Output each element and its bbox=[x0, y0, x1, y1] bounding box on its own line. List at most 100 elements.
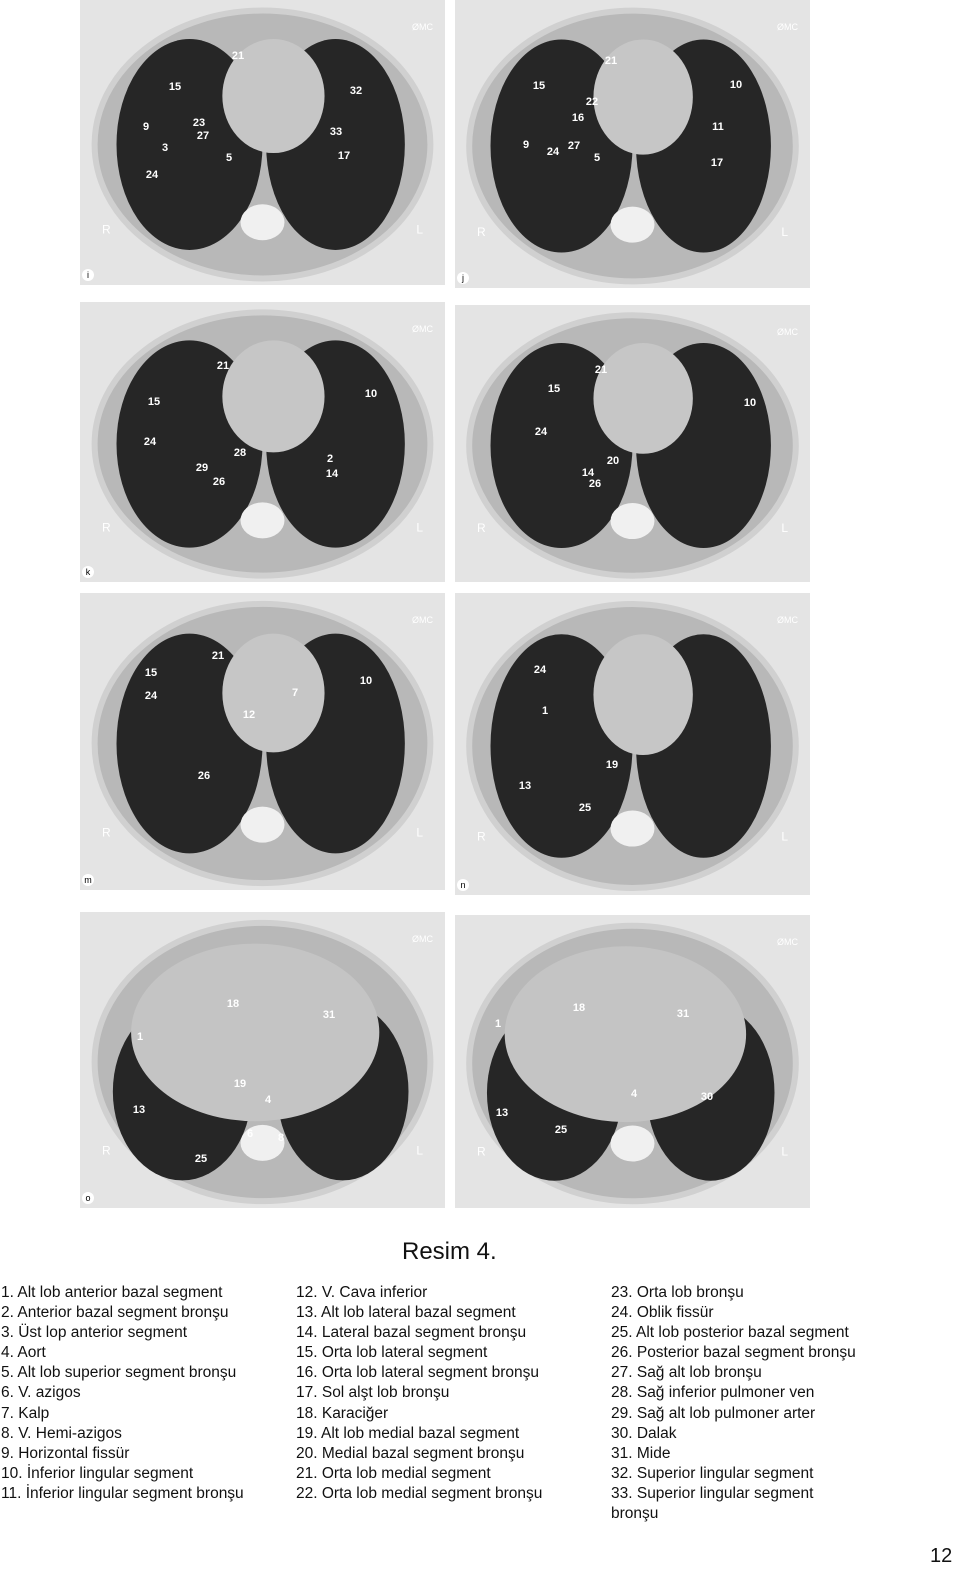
structure-label: 14 bbox=[326, 468, 339, 480]
structure-label: 6 bbox=[247, 1128, 253, 1140]
heart bbox=[222, 340, 325, 453]
structure-label: 20 bbox=[607, 455, 619, 467]
legend-item: 21. Orta lob medial segment bbox=[296, 1464, 491, 1482]
legend-item: 7. Kalp bbox=[1, 1404, 50, 1422]
structure-label: 13 bbox=[496, 1107, 508, 1119]
structure-label: 24 bbox=[547, 146, 560, 158]
legend-item: 13. Alt lob lateral bazal segment bbox=[296, 1304, 516, 1322]
structure-label: 3 bbox=[162, 142, 168, 154]
panel-letter-badge bbox=[82, 874, 94, 886]
spine bbox=[610, 503, 655, 540]
panel-letter: i bbox=[87, 270, 89, 280]
heart bbox=[593, 634, 693, 756]
structure-label: 24 bbox=[145, 690, 158, 702]
stamp: ØMC bbox=[412, 615, 433, 625]
spine bbox=[610, 1125, 655, 1162]
legend-item: 8. V. Hemi-azigos bbox=[1, 1424, 122, 1442]
structure-label: 2 bbox=[327, 453, 333, 465]
panel-letter-badge bbox=[82, 1192, 94, 1204]
structure-label: 10 bbox=[365, 388, 377, 400]
page-number: 12 bbox=[930, 1545, 953, 1567]
panel-letter: o bbox=[85, 1193, 90, 1203]
stamp: ØMC bbox=[777, 327, 798, 337]
structure-label: 24 bbox=[146, 169, 159, 181]
structure-label: 4 bbox=[631, 1088, 638, 1100]
side-label: L bbox=[781, 225, 788, 239]
structure-label: 15 bbox=[169, 81, 181, 93]
structure-label: 21 bbox=[232, 50, 244, 62]
panel-letter: j bbox=[461, 273, 464, 283]
structure-label: 13 bbox=[519, 780, 531, 792]
liver bbox=[504, 946, 747, 1123]
structure-label: 1 bbox=[495, 1018, 501, 1030]
legend-item: 14. Lateral bazal segment bronşu bbox=[296, 1324, 527, 1342]
legend-item: 6. V. azigos bbox=[1, 1384, 81, 1402]
structure-label: 21 bbox=[217, 360, 229, 372]
side-label: R bbox=[102, 826, 111, 840]
panel-letter: k bbox=[86, 567, 91, 577]
legend-item: 22. Orta lob medial segment bronşu bbox=[296, 1484, 543, 1502]
structure-label: 24 bbox=[144, 436, 157, 448]
panel-letter-badge bbox=[82, 269, 94, 281]
ct-panel: ØMC R L 24 1 19 13 25 n bbox=[455, 593, 810, 895]
side-label: R bbox=[102, 1144, 111, 1158]
structure-label: 17 bbox=[338, 150, 350, 162]
structure-label: 16 bbox=[572, 112, 584, 124]
structure-label: 14 bbox=[582, 467, 595, 479]
side-label: L bbox=[416, 521, 423, 535]
side-label: R bbox=[477, 521, 486, 535]
legend-item: 27. Sağ alt lob bronşu bbox=[611, 1364, 762, 1382]
structure-label: 21 bbox=[212, 650, 224, 662]
structure-label: 9 bbox=[143, 121, 149, 133]
legend-item: 28. Sağ inferior pulmoner ven bbox=[611, 1384, 815, 1402]
side-label: L bbox=[416, 1144, 423, 1158]
spine bbox=[240, 502, 285, 539]
structure-label: 5 bbox=[594, 152, 600, 164]
structure-label: 13 bbox=[133, 1104, 145, 1116]
legend-item: 20. Medial bazal segment bronşu bbox=[296, 1444, 525, 1462]
heart bbox=[593, 39, 693, 155]
legend-column: 12. V. Cava inferior 13. Alt lob lateral … bbox=[296, 1283, 596, 1504]
structure-label: 26 bbox=[213, 476, 225, 488]
side-label: R bbox=[477, 830, 486, 844]
structure-label: 33 bbox=[330, 126, 342, 138]
structure-label: 26 bbox=[589, 478, 601, 490]
structure-label: 4 bbox=[265, 1094, 272, 1106]
legend-item: 9. Horizontal fissür bbox=[1, 1444, 130, 1462]
stamp: ØMC bbox=[412, 934, 433, 944]
structure-label: 15 bbox=[548, 383, 560, 395]
side-label: L bbox=[781, 830, 788, 844]
structure-label: 32 bbox=[350, 85, 362, 97]
legend-item: 33. Superior lingular segment bronşu bbox=[611, 1484, 814, 1523]
structure-label: 25 bbox=[555, 1124, 567, 1136]
ct-panel: ØMC R L 18 31 1 4 30 13 25 bbox=[455, 915, 810, 1208]
heart bbox=[222, 633, 325, 753]
structure-label: 21 bbox=[595, 364, 607, 376]
legend-item: 1. Alt lob anterior bazal segment bbox=[1, 1284, 223, 1301]
legend-item: 5. Alt lob superior segment bronşu bbox=[1, 1364, 237, 1382]
stamp: ØMC bbox=[412, 22, 433, 32]
legend-item: 25. Alt lob posterior bazal segment bbox=[611, 1324, 849, 1342]
structure-label: 7 bbox=[292, 687, 298, 699]
liver bbox=[131, 943, 380, 1122]
structure-label: 21 bbox=[605, 55, 617, 67]
legend-item: 4. Aort bbox=[1, 1344, 46, 1362]
structure-label: 23 bbox=[193, 117, 205, 129]
legend-item: 19. Alt lob medial bazal segment bbox=[296, 1424, 520, 1442]
structure-label: 18 bbox=[227, 998, 239, 1010]
stamp: ØMC bbox=[412, 324, 433, 334]
spine bbox=[240, 204, 285, 241]
legend-item: 12. V. Cava inferior bbox=[296, 1284, 428, 1301]
stamp: ØMC bbox=[777, 615, 798, 625]
structure-label: 12 bbox=[243, 709, 255, 721]
structure-label: 9 bbox=[523, 139, 529, 151]
spine bbox=[240, 1124, 285, 1161]
structure-label: 25 bbox=[195, 1153, 207, 1165]
legend-item: 23. Orta lob bronşu bbox=[611, 1284, 744, 1301]
structure-label: 19 bbox=[234, 1078, 246, 1090]
ct-panel: ØMC R L 21 15 7 10 24 12 26 m bbox=[80, 593, 445, 890]
